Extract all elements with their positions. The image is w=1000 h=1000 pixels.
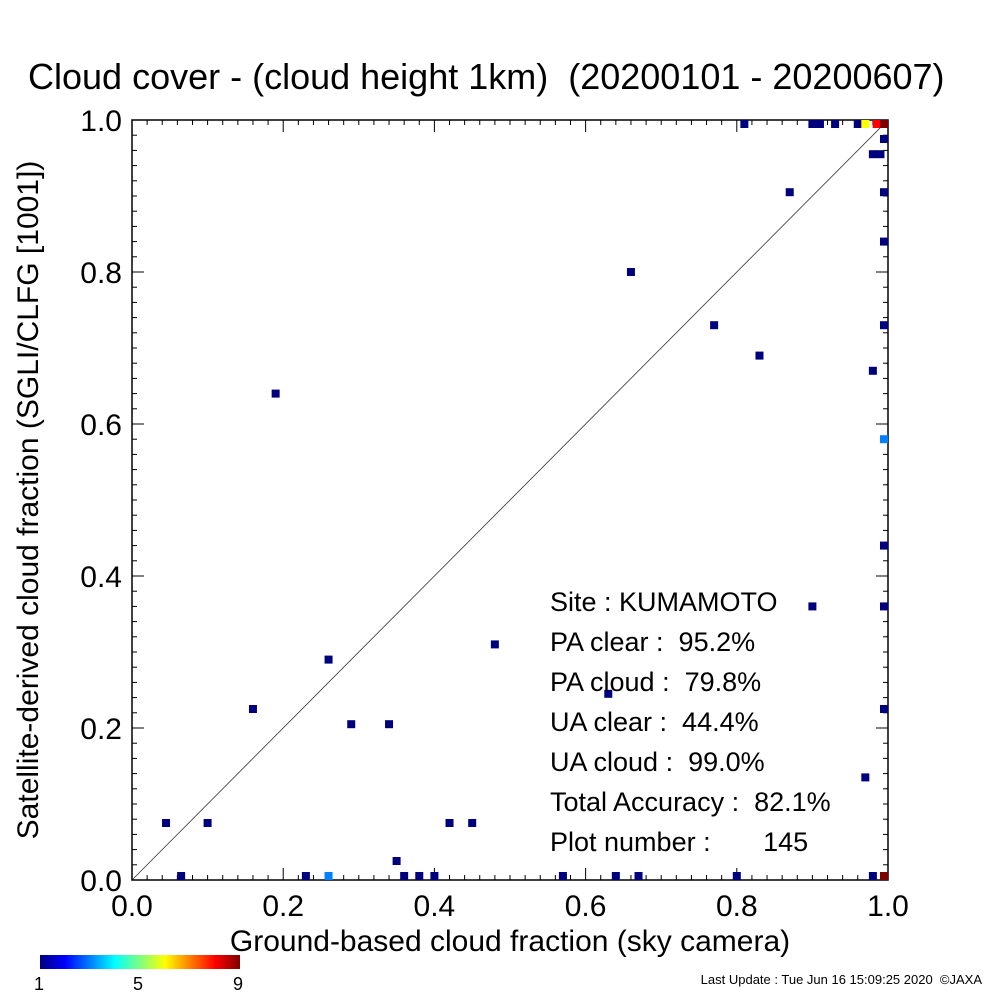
y-tick-label: 0.6: [80, 409, 122, 442]
y-tick-label: 1.0: [80, 105, 122, 138]
data-point: [868, 150, 877, 159]
data-point: [808, 602, 817, 611]
data-point: [347, 720, 356, 729]
data-point: [271, 389, 280, 398]
data-point: [880, 705, 888, 713]
data-point: [611, 872, 620, 880]
last-update-footer: Last Update : Tue Jun 16 15:09:25 2020 ©…: [700, 972, 982, 987]
one-to-one-line: [131, 119, 889, 881]
x-tick-label: 0.4: [414, 890, 456, 923]
data-point: [853, 120, 862, 128]
data-point: [248, 705, 257, 713]
data-point: [400, 872, 409, 880]
data-point: [558, 872, 567, 880]
data-point: [634, 872, 643, 880]
data-point: [162, 819, 171, 827]
y-tick-label: 0.4: [80, 561, 122, 594]
data-point: [415, 872, 424, 880]
colorbar-label-mid: 5: [133, 974, 144, 994]
data-point: [392, 857, 401, 865]
colorbar: [40, 955, 240, 969]
colorbar-label-min: 1: [34, 974, 45, 994]
axis-tick-labels: 0.0 0.2 0.4 0.6 0.8 1.0 0.0 0.2 0.4 0.6 0.8 1.0: [80, 105, 909, 923]
data-point: [880, 321, 888, 330]
data-point: [490, 640, 499, 649]
data-point: [445, 819, 454, 827]
data-point: [880, 188, 888, 197]
data-point: [815, 120, 824, 128]
chart-title: Cloud cover - (cloud height 1km) (202001…: [28, 56, 945, 97]
data-point: [831, 120, 840, 128]
stat-plot-number: Plot number : 145: [550, 827, 809, 857]
data-point: [740, 120, 749, 128]
x-tick-label: 0.8: [716, 890, 758, 923]
x-tick-label: 0.6: [565, 890, 607, 923]
data-point: [880, 135, 888, 143]
data-point: [880, 541, 888, 550]
data-point: [177, 872, 186, 880]
data-point: [880, 435, 888, 444]
stat-ua-cloud: UA cloud : 99.0%: [550, 747, 765, 777]
data-point: [872, 120, 881, 128]
stat-pa-cloud: PA cloud : 79.8%: [550, 667, 762, 697]
colorbar-label-max: 9: [233, 974, 244, 994]
data-point: [861, 773, 870, 782]
y-tick-label: 0.0: [80, 865, 122, 898]
data-point: [385, 720, 394, 729]
data-point: [626, 268, 635, 276]
data-point: [808, 120, 817, 128]
y-tick-label: 0.8: [80, 257, 122, 290]
data-points: [162, 120, 888, 880]
data-point: [880, 872, 888, 880]
data-point: [324, 872, 333, 880]
data-point: [604, 689, 613, 698]
data-point: [880, 602, 888, 611]
data-point: [861, 120, 870, 128]
y-axis-label: Satellite-derived cloud fraction (SGLI/C…: [12, 161, 45, 840]
x-tick-label: 0.0: [111, 890, 153, 923]
data-point: [876, 150, 885, 159]
data-point: [710, 321, 719, 330]
y-tick-label: 0.2: [80, 713, 122, 746]
x-tick-label: 1.0: [867, 890, 909, 923]
stat-total-accuracy: Total Accuracy : 82.1%: [550, 787, 831, 817]
data-point: [732, 872, 741, 880]
data-point: [324, 655, 333, 664]
data-point: [785, 188, 794, 197]
stat-site: Site : KUMAMOTO: [550, 587, 778, 617]
data-point: [880, 237, 888, 246]
data-point: [468, 819, 477, 827]
data-point: [868, 872, 877, 880]
x-axis-label: Ground-based cloud fraction (sky camera): [230, 925, 790, 958]
data-point: [880, 120, 888, 128]
stat-pa-clear: PA clear : 95.2%: [550, 627, 756, 657]
data-point: [755, 351, 764, 360]
x-tick-label: 0.2: [262, 890, 304, 923]
data-point: [203, 819, 212, 827]
data-point: [301, 872, 310, 880]
data-point: [868, 366, 877, 375]
data-point: [430, 872, 439, 880]
stat-ua-clear: UA clear : 44.4%: [550, 707, 759, 737]
stats-panel: Site : KUMAMOTO PA clear : 95.2% PA clou…: [550, 582, 831, 862]
